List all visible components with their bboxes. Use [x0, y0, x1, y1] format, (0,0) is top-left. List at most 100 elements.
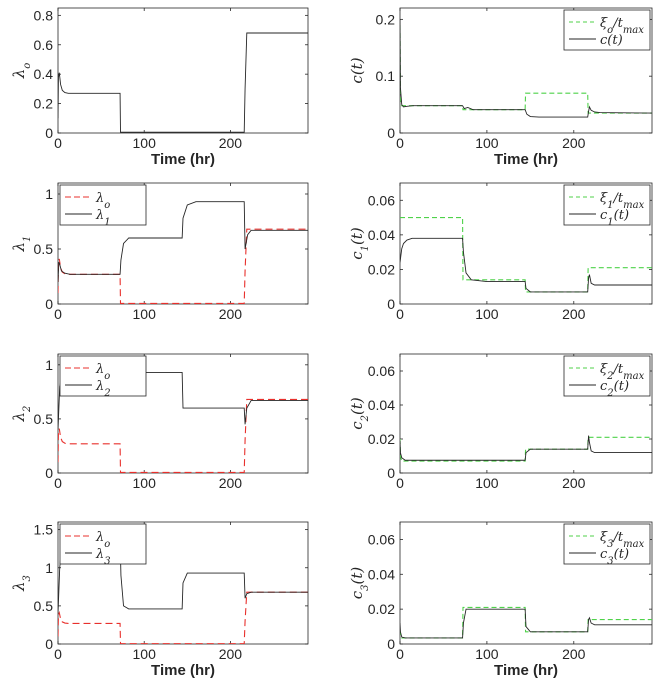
x-axis-label: Time (hr) — [151, 151, 215, 168]
y-tick-label: 0 — [387, 296, 395, 312]
legend-label: λo — [95, 191, 110, 211]
x-tick-label: 0 — [396, 306, 404, 322]
legend-label: c2(t) — [600, 379, 629, 399]
y-tick-label: 0.06 — [368, 531, 395, 547]
series-line-o — [58, 228, 308, 304]
legend-box — [59, 355, 147, 397]
legend-label: ξ3/tmax — [600, 530, 645, 550]
x-tick-label: 0 — [54, 646, 62, 662]
y-tick-label: 0.06 — [368, 192, 395, 208]
x-tick-label: 0 — [54, 306, 62, 322]
y-axis-label: c2(t) — [348, 397, 371, 430]
y-axis-label: c(t) — [348, 57, 366, 83]
series-line-ct — [400, 19, 652, 118]
plot-area — [400, 19, 652, 118]
y-tick-label: 0 — [45, 465, 53, 481]
legend-label: λ1 — [95, 208, 111, 228]
x-tick-label: 100 — [475, 475, 499, 491]
legend-label: λ2 — [95, 379, 111, 399]
axes-box — [57, 182, 309, 305]
legend-label: c3(t) — [600, 547, 629, 567]
series-line-o — [58, 591, 308, 644]
x-tick-label: 100 — [475, 135, 499, 151]
y-tick-label: 1 — [45, 186, 53, 202]
x-tick-label: 200 — [219, 135, 243, 151]
y-tick-label: 0.2 — [376, 11, 396, 27]
series-line-main — [58, 32, 308, 133]
x-tick-label: 0 — [396, 475, 404, 491]
y-tick-label: 0 — [387, 465, 395, 481]
y-tick-label: 0.06 — [368, 363, 395, 379]
legend-box — [563, 523, 651, 565]
axes-box — [57, 521, 309, 645]
series-line-c2t — [400, 435, 652, 461]
plot-area — [58, 201, 308, 304]
y-tick-label: 0.6 — [34, 37, 54, 53]
x-tick-label: 200 — [219, 646, 243, 662]
x-tick-label: 100 — [133, 646, 157, 662]
legend-box — [563, 9, 651, 51]
x-axis-label: Time (hr) — [494, 662, 558, 679]
y-tick-label: 0.02 — [368, 261, 395, 277]
y-tick-label: 1 — [45, 560, 53, 576]
y-axis-label: c3(t) — [348, 567, 371, 600]
x-tick-label: 200 — [562, 646, 586, 662]
y-axis-label: λ3 — [10, 575, 33, 592]
x-tick-label: 200 — [219, 306, 243, 322]
y-tick-label: 0.02 — [368, 431, 395, 447]
plot-area — [400, 435, 652, 462]
x-tick-label: 0 — [396, 646, 404, 662]
x-axis-label: Time (hr) — [494, 151, 558, 168]
legend-label: ξ1/tmax — [600, 191, 645, 211]
y-tick-label: 0.04 — [368, 397, 395, 413]
x-tick-label: 0 — [54, 135, 62, 151]
y-tick-label: 0.4 — [34, 66, 54, 82]
legend-label: ξo/tmax — [600, 16, 644, 36]
y-axis-label: λ2 — [10, 406, 33, 423]
legend-label: λo — [95, 362, 110, 382]
x-tick-label: 200 — [219, 475, 243, 491]
y-tick-label: 0 — [45, 636, 53, 652]
axes-box — [399, 353, 653, 474]
y-tick-label: 0.02 — [368, 601, 395, 617]
axes-box — [399, 521, 653, 645]
y-tick-label: 0.2 — [34, 96, 54, 112]
x-tick-label: 100 — [475, 306, 499, 322]
y-axis-label: λ1 — [10, 236, 33, 253]
legend-label: λ3 — [95, 547, 111, 567]
x-axis-label: Time (hr) — [151, 662, 215, 679]
x-tick-label: 200 — [562, 135, 586, 151]
legend-box — [563, 184, 651, 226]
x-tick-label: 0 — [396, 135, 404, 151]
y-tick-label: 0 — [45, 296, 53, 312]
y-tick-label: 0 — [387, 125, 395, 141]
axes-box — [57, 353, 309, 474]
series-line-c1t — [400, 237, 652, 293]
y-tick-label: 0.04 — [368, 227, 395, 243]
legend-label: λo — [95, 530, 110, 550]
y-tick-label: 0.5 — [34, 598, 54, 614]
y-tick-label: 1 — [45, 357, 53, 373]
legend-box — [59, 184, 147, 226]
x-tick-label: 100 — [133, 475, 157, 491]
y-tick-label: 1.5 — [34, 522, 54, 538]
legend-label: c1(t) — [600, 208, 629, 228]
y-tick-label: 0.1 — [376, 68, 396, 84]
series-line-2tmax — [400, 436, 652, 462]
x-tick-label: 100 — [133, 135, 157, 151]
y-tick-label: 0.5 — [34, 411, 54, 427]
series-line-o — [58, 398, 308, 473]
axes-box — [399, 182, 653, 305]
